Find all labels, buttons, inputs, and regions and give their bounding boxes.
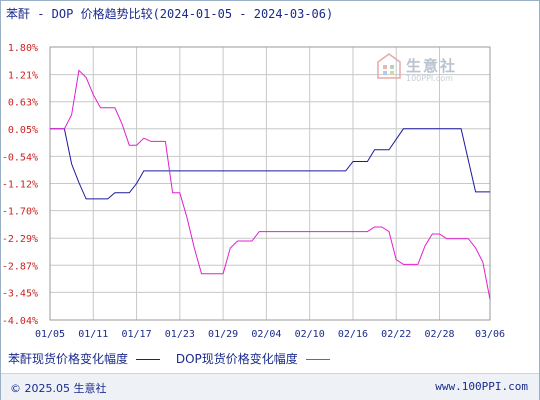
y-axis-ticks: 1.80% 1.21% 0.63% 0.05% -0.54% -1.12% -1.70% -2… xyxy=(2,43,38,327)
footer-bar xyxy=(1,373,539,400)
x-tick-label: 02/04 xyxy=(251,329,281,340)
x-axis-ticks: 01/05 01/11 01/17 01/23 01/29 02/04 02/10 02/16… xyxy=(35,329,505,340)
legend: 苯酐现货价格变化幅度 DOP现货价格变化幅度 xyxy=(8,350,342,367)
x-tick-label: 01/17 xyxy=(122,329,152,340)
y-tick-label: -4.04% xyxy=(2,316,38,327)
x-tick-label: 02/22 xyxy=(381,329,411,340)
legend-item-series-b: DOP现货价格变化幅度 xyxy=(176,350,330,367)
legend-swatch-series-b xyxy=(305,359,330,360)
grid-lines xyxy=(49,46,491,321)
x-tick-label: 01/29 xyxy=(208,329,238,340)
x-tick-label: 02/28 xyxy=(424,329,454,340)
y-tick-label: 1.21% xyxy=(8,71,38,82)
legend-label-series-b: DOP现货价格变化幅度 xyxy=(175,352,298,366)
y-tick-label: -1.12% xyxy=(2,180,38,191)
watermark-text: 生意社 xyxy=(406,57,458,75)
legend-item-series-a: 苯酐现货价格变化幅度 xyxy=(8,350,161,367)
plot-border xyxy=(49,46,491,321)
y-tick-label: 0.63% xyxy=(8,98,38,109)
y-tick-label: -0.54% xyxy=(2,152,38,163)
x-tick-label: 01/11 xyxy=(78,329,108,340)
series-line-dop xyxy=(50,69,491,300)
x-tick-label: 03/06 xyxy=(475,329,505,340)
y-tick-label: 1.80% xyxy=(8,43,38,54)
y-tick-label: -2.29% xyxy=(2,234,38,245)
x-tick-label: 02/10 xyxy=(295,329,325,340)
legend-swatch-series-a xyxy=(136,359,161,360)
legend-label-series-a: 苯酐现货价格变化幅度 xyxy=(8,352,129,366)
series-lines xyxy=(50,69,491,300)
series-line-phthalic-anhydride xyxy=(50,128,490,200)
y-tick-label: 0.05% xyxy=(8,125,38,136)
watermark: 生意社 100PPI.com xyxy=(376,52,455,86)
y-tick-label: -3.45% xyxy=(2,288,38,299)
chart-title: 苯酐 - DOP 价格趋势比较(2024-01-05 - 2024-03-06) xyxy=(6,7,334,21)
y-tick-label: -2.87% xyxy=(2,261,38,272)
x-tick-label: 01/05 xyxy=(35,329,65,340)
y-tick-label: -1.70% xyxy=(2,207,38,218)
x-tick-label: 02/16 xyxy=(338,329,368,340)
footer-copyright: © 2025.05 生意社 xyxy=(10,382,107,395)
watermark-logo-icon xyxy=(377,53,401,79)
footer-site-url[interactable]: www.100PPI.com xyxy=(435,380,528,393)
watermark-url: 100PPI.com xyxy=(406,74,453,83)
x-tick-label: 01/23 xyxy=(165,329,195,340)
